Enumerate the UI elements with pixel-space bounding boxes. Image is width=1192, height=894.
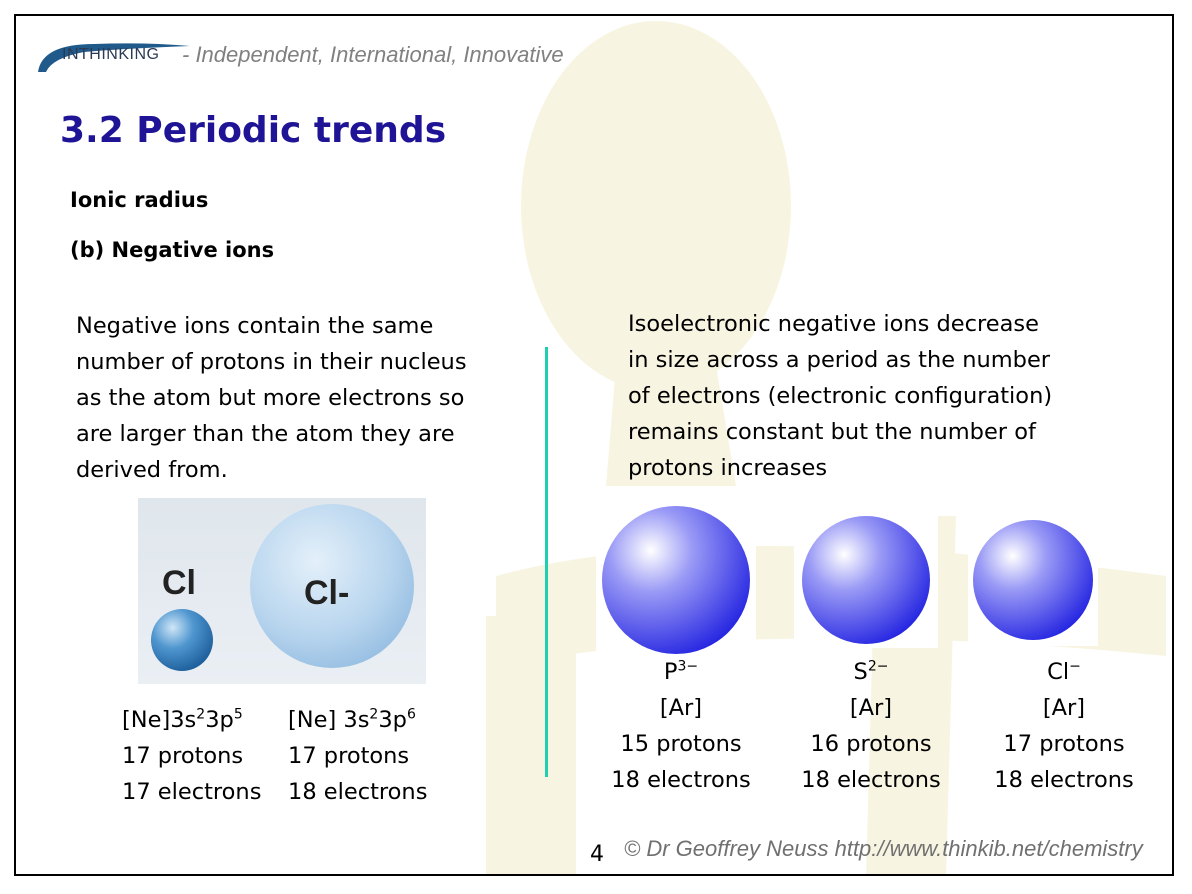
p3-ion-details: P3− [Ar] 15 protons 18 electrons — [606, 654, 756, 798]
p3-ion-config: [Ar] — [659, 695, 703, 721]
cl-ion-details: [Ne] 3s23p6 17 protons 18 electrons — [288, 702, 427, 810]
cl-minus-ion-config: [Ar] — [1042, 695, 1086, 721]
cl-spheres — [151, 504, 414, 671]
cl-atom-protons: 17 protons — [122, 743, 244, 769]
cl-atom-label: Cl — [162, 564, 196, 602]
cl-atom-details: [Ne]3s23p5 17 protons 17 electrons — [122, 702, 261, 810]
cl-minus-ion-sphere — [973, 520, 1093, 640]
cl-ion-sphere — [250, 504, 414, 668]
isoelectronic-spheres — [596, 504, 1098, 660]
cl-ion-protons: 17 protons — [288, 743, 410, 769]
subsection-heading: (b) Negative ions — [70, 238, 275, 262]
s2-ion-sphere — [802, 516, 930, 644]
cl-atom-sphere — [151, 609, 213, 671]
p3-ion-sphere — [602, 506, 750, 654]
cl-minus-ion-electrons: 18 electrons — [994, 767, 1134, 793]
cl-minus-ion-protons: 17 protons — [1003, 731, 1125, 757]
right-paragraph: Isoelectronic negative ions decrease in … — [628, 311, 1053, 481]
left-paragraph: Negative ions contain the same number of… — [76, 313, 467, 483]
s2-ion-protons: 16 protons — [810, 731, 932, 757]
tagline: - Independent, International, Innovative — [182, 42, 564, 67]
s2-ion-details: S2− [Ar] 16 protons 18 electrons — [786, 654, 956, 798]
p3-ion-symbol: P3− — [663, 658, 699, 685]
slide-title: 3.2 Periodic trends — [60, 110, 447, 151]
logo-text: INTHINKING — [62, 46, 160, 63]
cl-ion-electrons: 18 electrons — [288, 779, 428, 805]
copyright-notice: © Dr Geoffrey Neuss http://www.thinkib.n… — [624, 836, 1143, 861]
s2-ion-config: [Ar] — [849, 695, 893, 721]
cl-minus-ion-symbol: Cl− — [1047, 658, 1081, 685]
cl-atom-config: [Ne]3s23p5 — [122, 706, 243, 733]
s2-ion-symbol: S2− — [853, 658, 889, 685]
cl-minus-ion-details: Cl− [Ar] 17 protons 18 electrons — [974, 654, 1154, 798]
column-divider — [545, 347, 548, 777]
cl-atom-electrons: 17 electrons — [122, 779, 262, 805]
slide: INTHINKING - Independent, International,… — [14, 14, 1174, 876]
cl-ion-config: [Ne] 3s23p6 — [288, 706, 416, 733]
p3-ion-protons: 15 protons — [620, 731, 742, 757]
cl-ion-label: Cl- — [304, 574, 350, 612]
cl-comparison-image: Cl Cl- — [138, 498, 426, 684]
page-number: 4 — [590, 842, 604, 867]
s2-ion-electrons: 18 electrons — [801, 767, 941, 793]
inthinking-logo — [38, 43, 190, 72]
section-heading: Ionic radius — [70, 188, 209, 212]
p3-ion-electrons: 18 electrons — [611, 767, 751, 793]
